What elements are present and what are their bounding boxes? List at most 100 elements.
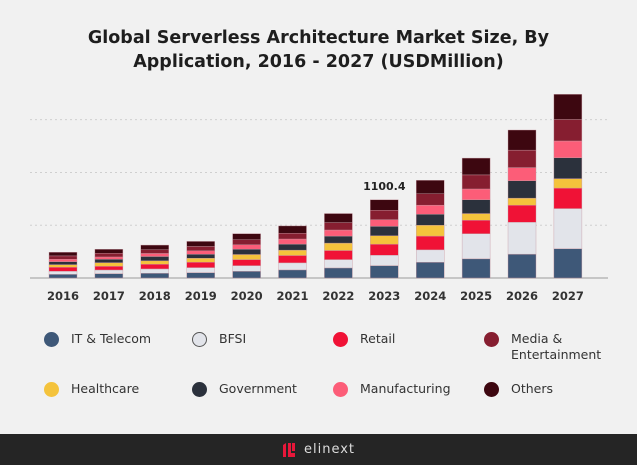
legend-swatch-icon: [333, 382, 348, 397]
bar-segment: [232, 248, 261, 255]
legend-swatch-icon: [192, 332, 207, 347]
legend-label: BFSI: [219, 331, 247, 346]
legend-item-others: Others: [484, 381, 553, 397]
x-tick-label: 2027: [552, 289, 584, 303]
bar-segment: [232, 244, 261, 250]
bar-segment: [553, 119, 583, 142]
bar-segment: [461, 188, 491, 200]
bar-segment: [507, 149, 537, 168]
legend-label: Healthcare: [71, 381, 140, 396]
bar-segment: [48, 259, 78, 262]
bar-segment: [324, 242, 353, 251]
bar-segment: [461, 258, 491, 279]
bar-segment: [324, 213, 353, 223]
bar-segment: [461, 213, 491, 221]
legend-label-line: Entertainment: [511, 347, 602, 362]
legend-item-bfsi: BFSI: [192, 331, 246, 347]
bar-segment: [186, 258, 215, 263]
bar-segment: [48, 264, 78, 268]
bar-segment: [324, 259, 353, 269]
legend-item-manufacturing: Manufacturing: [333, 381, 451, 397]
bar-segment: [461, 199, 491, 214]
bar-segment: [416, 214, 445, 226]
bar-segment: [461, 220, 491, 234]
bar-segment: [186, 246, 215, 252]
legend-item-government: Government: [192, 381, 297, 397]
footer: elinext: [0, 434, 637, 465]
bar-segment: [507, 129, 537, 151]
legend-swatch-icon: [484, 332, 499, 347]
brand-name: elinext: [303, 442, 356, 457]
bar-segment: [140, 244, 170, 250]
bar-segment: [140, 268, 170, 274]
bar-segment: [553, 94, 583, 120]
x-tick-label: 2019: [185, 289, 217, 303]
x-tick-label: 2024: [414, 289, 446, 303]
bar-segment: [278, 225, 307, 234]
bar-segment: [507, 180, 537, 199]
bar-segment: [370, 235, 399, 245]
x-tick-label: 2025: [460, 289, 492, 303]
bar-segment: [48, 255, 78, 260]
bar-segment: [232, 259, 261, 266]
bar-segment: [232, 239, 261, 245]
x-tick-label: 2018: [139, 289, 171, 303]
x-tick-label: 2021: [276, 289, 308, 303]
bar-segment: [370, 210, 399, 220]
bar-segment: [370, 199, 399, 211]
legend-item-it-telecom: IT & Telecom: [44, 331, 151, 347]
bar-segment: [416, 262, 445, 279]
bar-segment: [370, 254, 399, 266]
bar-segment: [186, 267, 215, 273]
bar-segment: [324, 229, 353, 237]
bar-segment: [278, 249, 307, 256]
legend-swatch-icon: [44, 332, 59, 347]
bar-segment: [94, 253, 124, 258]
bar-segment: [186, 254, 215, 259]
x-tick-label: 2017: [93, 289, 125, 303]
legend-swatch-icon: [192, 382, 207, 397]
legend-label-line: Media &: [511, 331, 563, 346]
bar-segment: [48, 274, 78, 279]
bar-segment: [507, 253, 537, 279]
bar-segment: [186, 262, 215, 268]
legend-swatch-icon: [484, 382, 499, 397]
x-tick-label: 2023: [368, 289, 400, 303]
legend-item-retail: Retail: [333, 331, 395, 347]
bar-segment: [278, 233, 307, 240]
bar-segment: [140, 253, 170, 257]
bar-segment: [461, 157, 491, 176]
bar-segment: [140, 260, 170, 265]
legend-label: Retail: [360, 331, 396, 346]
bar-segment: [370, 219, 399, 227]
bar-segment: [186, 250, 215, 255]
bar-segment: [553, 157, 583, 179]
bar-segment: [48, 252, 78, 257]
bar-segment: [324, 250, 353, 260]
bar-segment: [94, 262, 124, 267]
bar-segment: [94, 269, 124, 274]
bar-segment: [232, 254, 261, 260]
bar-segment: [48, 271, 78, 275]
bar-segment: [232, 233, 261, 240]
bar-segment: [370, 243, 399, 256]
bar-segment: [507, 222, 537, 255]
bar-segment: [461, 174, 491, 190]
legend-label: Manufacturing: [360, 381, 451, 396]
bar-segment: [553, 178, 583, 189]
bar-segment: [278, 255, 307, 264]
legend-swatch-icon: [44, 382, 59, 397]
bar-segment: [324, 235, 353, 244]
bar-segment: [140, 256, 170, 262]
bar-segment: [416, 180, 445, 194]
bar-segment: [140, 273, 170, 279]
bar-segment: [94, 259, 124, 263]
bar-segment: [140, 264, 170, 270]
bar-segment: [507, 197, 537, 206]
bar-segment: [232, 271, 261, 279]
bar-segment: [232, 265, 261, 272]
bar-segment: [507, 167, 537, 181]
bar-segment: [416, 225, 445, 237]
bar-segment: [94, 249, 124, 254]
x-tick-label: 2026: [506, 289, 538, 303]
